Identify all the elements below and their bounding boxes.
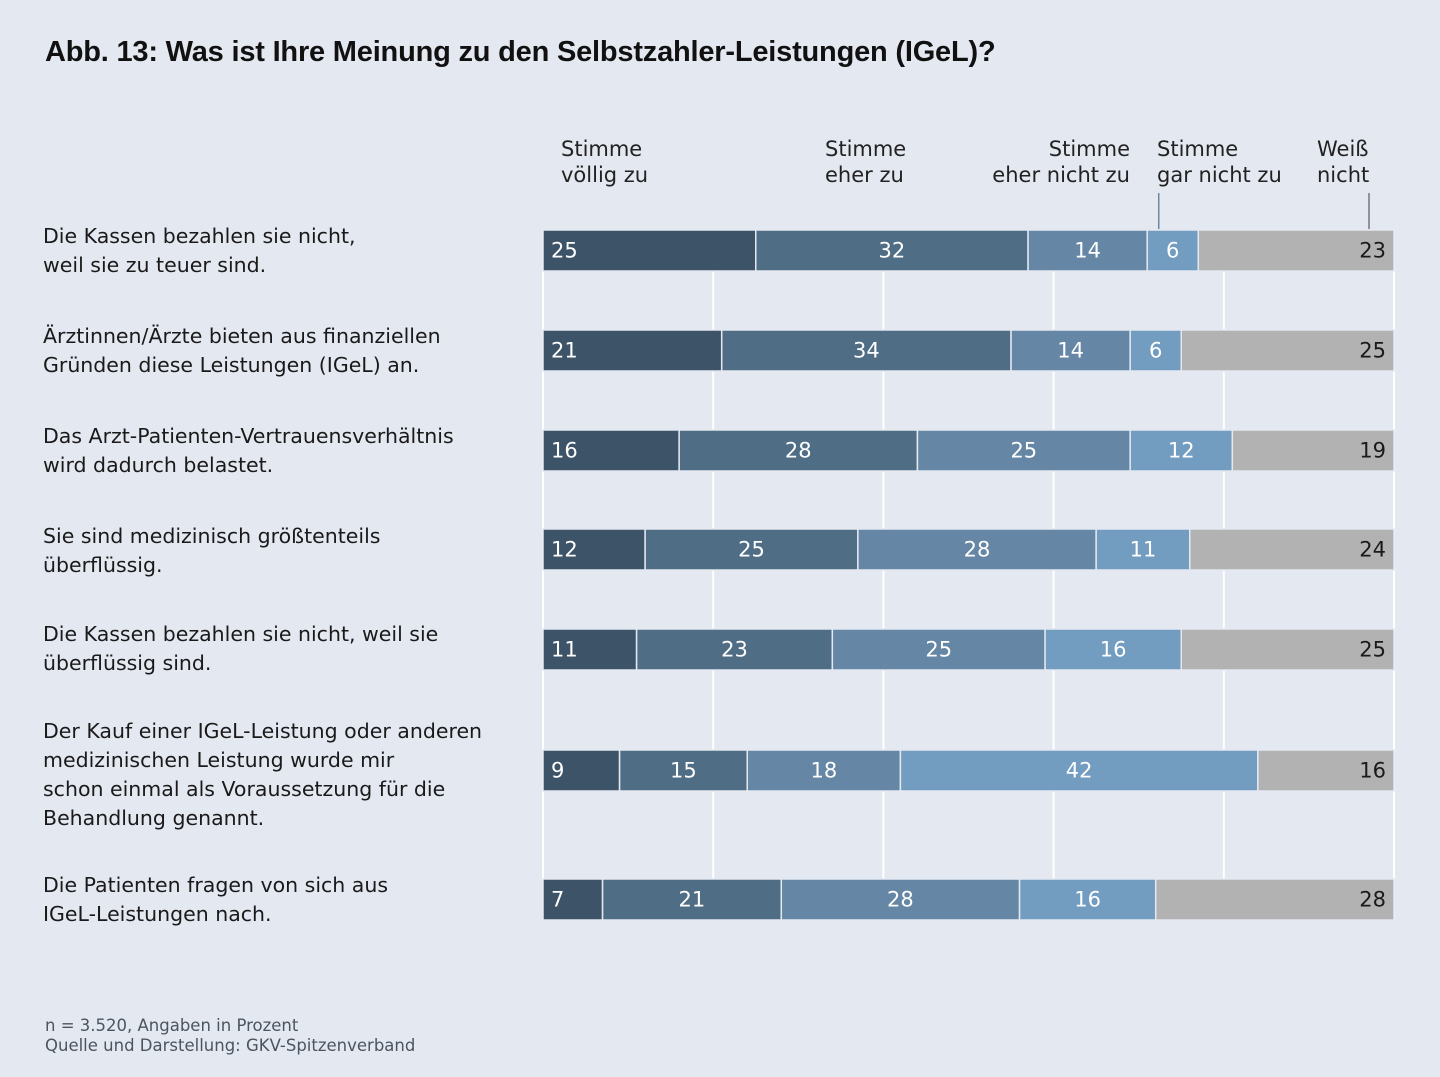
bar-segment [1044, 628, 1182, 671]
data-label: 6 [1149, 339, 1162, 363]
row-label: Der Kauf einer IGeL-Leistung oder andere… [43, 719, 483, 830]
data-label: 11 [551, 638, 578, 662]
bar-segment [1095, 528, 1191, 571]
bar-segment [1231, 429, 1395, 472]
data-label: 28 [887, 888, 914, 912]
bar-segment [857, 528, 1097, 571]
footnote-source: Quelle und Darstellung: GKV-Spitzenverba… [45, 1036, 416, 1055]
bar-segment [1018, 878, 1157, 921]
data-label: 6 [1166, 239, 1179, 263]
bar-segment [1189, 528, 1395, 571]
data-label: 19 [1359, 439, 1386, 463]
data-label: 28 [964, 538, 991, 562]
data-label: 25 [1359, 638, 1386, 662]
bar-segment [755, 229, 1029, 272]
bar-segment [1146, 229, 1200, 272]
legend-label-eher-zu: Stimme eher zu [825, 137, 907, 187]
data-label: 24 [1359, 538, 1386, 562]
row-label: Die Kassen bezahlen sie nicht, weil sie … [43, 622, 439, 675]
row-label: Die Patienten fragen von sich aus IGeL-L… [43, 873, 389, 926]
bar-segment [1129, 329, 1182, 372]
data-label: 28 [785, 439, 812, 463]
data-label: 12 [551, 538, 578, 562]
bar-segment [916, 429, 1131, 472]
data-label: 25 [925, 638, 952, 662]
data-label: 15 [670, 759, 697, 783]
legend-label-gar-nicht-zu: Stimme gar nicht zu [1157, 137, 1282, 187]
bar-segment [1180, 329, 1395, 372]
row-label: Das Arzt-Patienten-Vertrauensverhältnis … [43, 424, 454, 477]
footnote-sample: n = 3.520, Angaben in Prozent [45, 1016, 299, 1035]
bar-segment [720, 329, 1012, 372]
row-label: Die Kassen bezahlen sie nicht, weil sie … [43, 224, 356, 277]
chart-title: Abb. 13: Was ist Ihre Meinung zu den Sel… [45, 36, 996, 68]
data-label: 34 [853, 339, 880, 363]
data-label: 25 [1010, 439, 1037, 463]
bar-segment [1197, 229, 1395, 272]
legend-label-weiss-nicht: Weiß nicht [1317, 137, 1370, 187]
data-label: 16 [1359, 759, 1386, 783]
data-label: 12 [1168, 439, 1195, 463]
data-label: 23 [721, 638, 748, 662]
bar-segment [644, 528, 859, 571]
data-label: 14 [1057, 339, 1084, 363]
data-label: 25 [738, 538, 765, 562]
data-label: 25 [1359, 339, 1386, 363]
bar-segment [542, 528, 646, 571]
data-label: 16 [551, 439, 578, 463]
bar-segment [542, 878, 604, 921]
data-label: 21 [551, 339, 578, 363]
bar-segment [618, 749, 748, 792]
bar-segment [1257, 749, 1395, 792]
bar-segment [1180, 628, 1395, 671]
bar-segment [635, 628, 834, 671]
row-label: Sie sind medizinisch größtenteils überfl… [43, 524, 381, 577]
bar-segment [678, 429, 919, 472]
data-label: 16 [1074, 888, 1101, 912]
data-label: 21 [679, 888, 706, 912]
data-label: 14 [1074, 239, 1101, 263]
legend-label-eher-nicht-zu: Stimme eher nicht zu [992, 137, 1130, 187]
bar-segment [831, 628, 1046, 671]
data-label: 9 [551, 759, 564, 783]
data-label: 16 [1100, 638, 1127, 662]
legend-label-voellig-zu: Stimme völlig zu [561, 137, 649, 187]
data-label: 32 [879, 239, 906, 263]
bar-segment [780, 878, 1021, 921]
data-label: 18 [810, 759, 837, 783]
bar-segment [1154, 878, 1395, 921]
data-label: 25 [551, 239, 578, 263]
data-label: 23 [1359, 239, 1386, 263]
data-label: 11 [1130, 538, 1157, 562]
data-label: 7 [551, 888, 564, 912]
bar-segment [542, 429, 680, 472]
data-label: 42 [1066, 759, 1093, 783]
bar-segment [601, 878, 783, 921]
bar-segment [746, 749, 902, 792]
bar-segment [542, 749, 621, 792]
data-label: 28 [1359, 888, 1386, 912]
row-label: Ärztinnen/Ärzte bieten aus finanziellen … [43, 324, 441, 377]
bar-segment [542, 628, 638, 671]
